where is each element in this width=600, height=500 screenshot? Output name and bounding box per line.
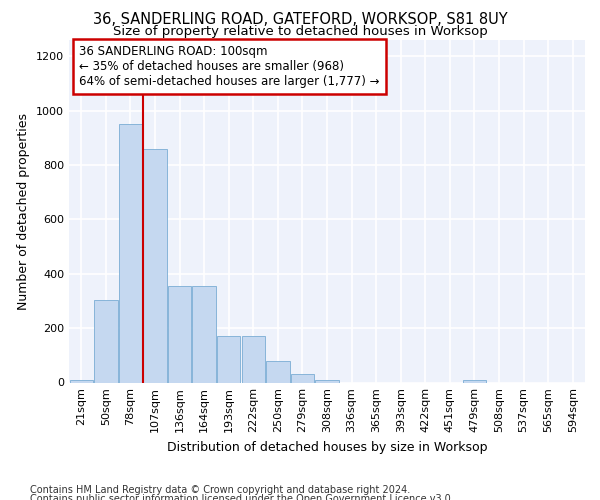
Bar	[217, 336, 241, 382]
Bar	[143, 148, 167, 382]
Bar	[119, 124, 142, 382]
Text: 36 SANDERLING ROAD: 100sqm
← 35% of detached houses are smaller (968)
64% of sem: 36 SANDERLING ROAD: 100sqm ← 35% of deta…	[79, 45, 380, 88]
Bar	[242, 336, 265, 382]
Text: Contains HM Land Registry data © Crown copyright and database right 2024.: Contains HM Land Registry data © Crown c…	[30, 485, 410, 495]
Text: 36, SANDERLING ROAD, GATEFORD, WORKSOP, S81 8UY: 36, SANDERLING ROAD, GATEFORD, WORKSOP, …	[92, 12, 508, 28]
Bar	[193, 286, 216, 382]
Y-axis label: Number of detached properties: Number of detached properties	[17, 113, 31, 310]
Bar	[168, 286, 191, 382]
Bar	[463, 380, 486, 382]
Bar	[94, 300, 118, 382]
Bar	[316, 380, 338, 382]
Text: Contains public sector information licensed under the Open Government Licence v3: Contains public sector information licen…	[30, 494, 454, 500]
Bar	[266, 361, 290, 382]
Text: Size of property relative to detached houses in Worksop: Size of property relative to detached ho…	[113, 25, 487, 38]
Bar	[70, 380, 93, 382]
Bar	[291, 374, 314, 382]
X-axis label: Distribution of detached houses by size in Worksop: Distribution of detached houses by size …	[167, 441, 487, 454]
